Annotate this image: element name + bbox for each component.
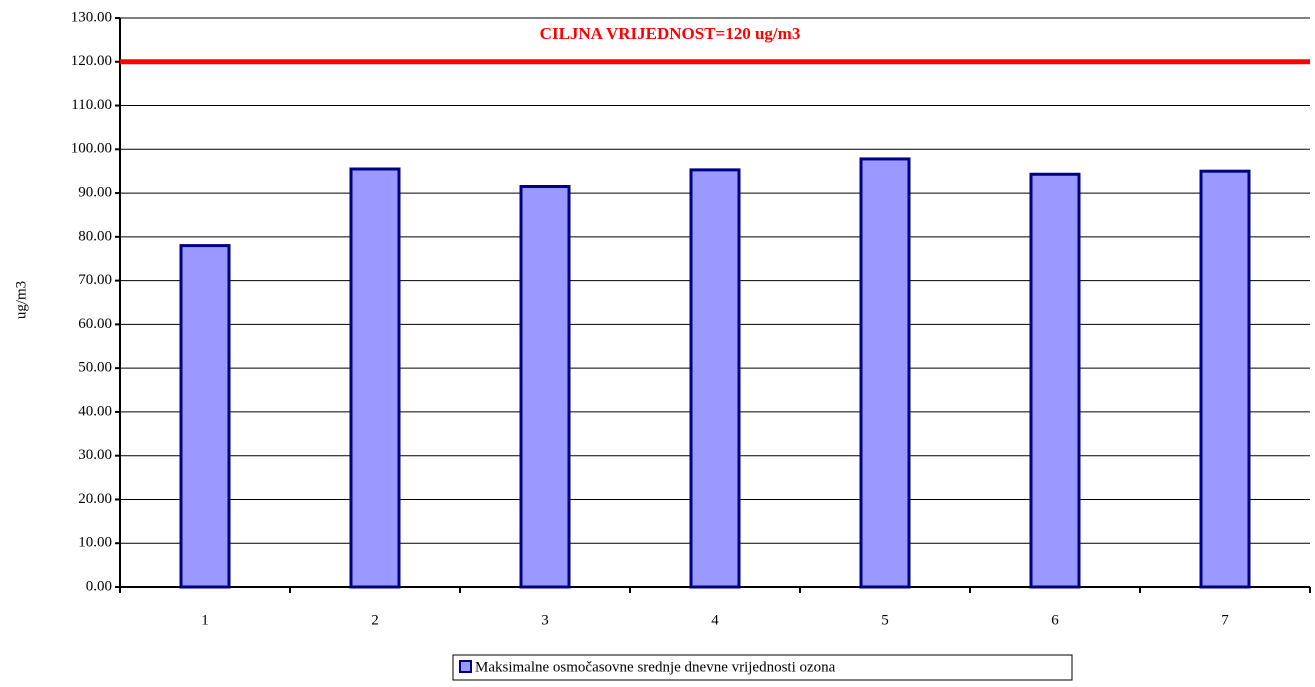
x-tick-label: 3 (541, 612, 549, 628)
legend-box (452, 654, 1073, 681)
y-tick-label: 40.00 (78, 403, 112, 419)
legend-label: Maksimalne osmočasovne srednje dnevne vr… (475, 659, 836, 675)
reference-label: CILJNA VRIJEDNOST=120 ug/m3 (540, 24, 801, 43)
y-tick-label: 110.00 (71, 97, 112, 113)
bar (859, 157, 911, 589)
x-tick-label: 4 (711, 612, 719, 628)
x-tick-label: 7 (1221, 612, 1229, 628)
y-tick-label: 120.00 (71, 53, 112, 69)
y-tick-label: 10.00 (78, 535, 112, 551)
bar (179, 244, 231, 589)
y-tick-label: 20.00 (78, 491, 112, 507)
x-tick-label: 1 (201, 612, 209, 628)
y-tick-label: 100.00 (71, 141, 112, 157)
x-tick-label: 5 (881, 612, 889, 628)
bar (1199, 169, 1251, 589)
y-tick-label: 30.00 (78, 447, 112, 463)
legend-swatch (459, 660, 472, 673)
y-axis-label: ug/m3 (13, 281, 29, 319)
x-tick-label: 2 (371, 612, 379, 628)
x-tick-label: 6 (1051, 612, 1059, 628)
y-tick-label: 80.00 (78, 228, 112, 244)
y-tick-label: 50.00 (78, 360, 112, 376)
y-tick-label: 90.00 (78, 185, 112, 201)
y-tick-label: 0.00 (86, 578, 112, 594)
bar (689, 168, 741, 589)
bar (1029, 172, 1081, 589)
y-tick-label: 60.00 (78, 316, 112, 332)
y-tick-label: 130.00 (71, 9, 112, 25)
y-tick-label: 70.00 (78, 272, 112, 288)
bar (349, 167, 401, 589)
bar (519, 185, 571, 589)
